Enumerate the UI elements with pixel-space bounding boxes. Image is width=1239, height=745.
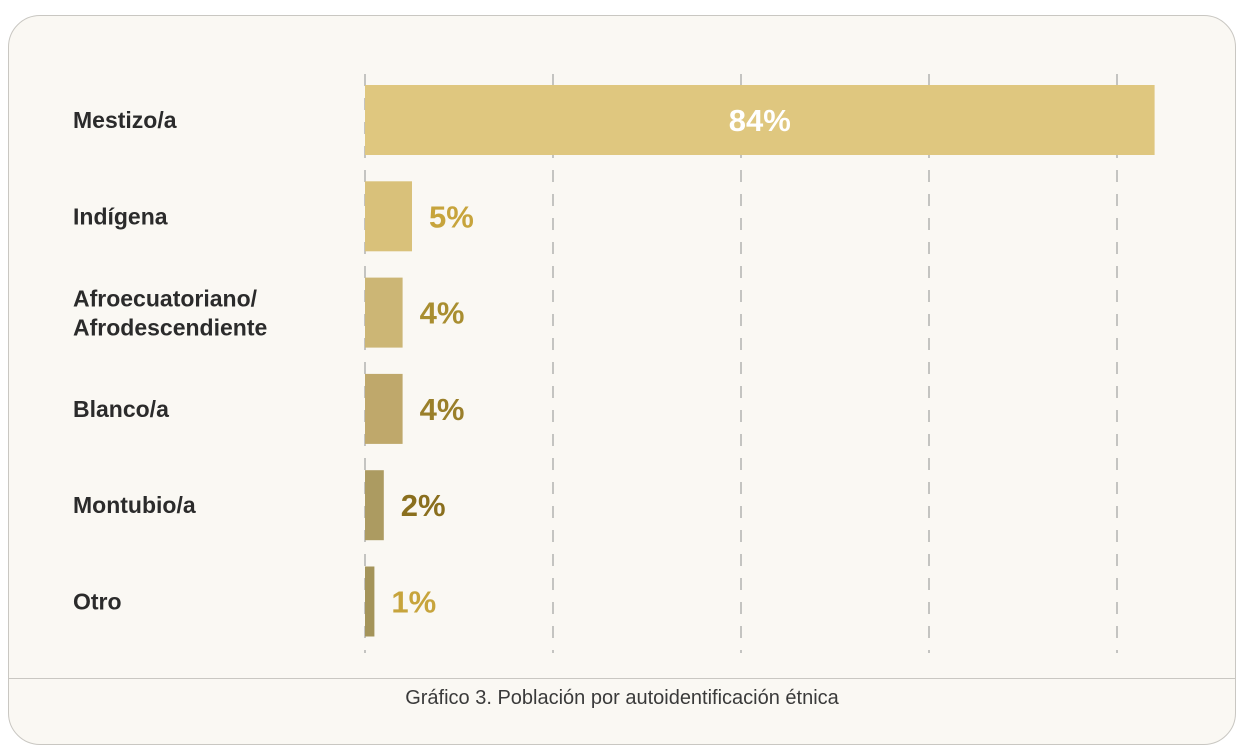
category-label-1: Indígena bbox=[73, 203, 168, 229]
bar-chart: 84% 5% 4% 4% 2% 1% Mestizo/a Indígena Afroecuat… bbox=[73, 74, 1155, 653]
caption-divider bbox=[9, 678, 1235, 679]
value-label-0: 84% bbox=[729, 103, 791, 138]
category-label-4: Montubio/a bbox=[73, 492, 196, 518]
chart-caption: Gráfico 3. Población por autoidentificac… bbox=[405, 687, 839, 709]
value-label-1: 5% bbox=[429, 199, 474, 234]
category-label-5: Otro bbox=[73, 589, 122, 615]
bar-2 bbox=[365, 277, 403, 348]
category-label-2: Afroecuatoriano/Afrodescendiente bbox=[73, 286, 267, 341]
category-label-0: Mestizo/a bbox=[73, 107, 177, 133]
bar-0 bbox=[365, 85, 1155, 155]
category-label-3: Blanco/a bbox=[73, 396, 169, 422]
bar-4 bbox=[365, 470, 384, 541]
value-label-4: 2% bbox=[401, 488, 446, 523]
chart-card: 84% 5% 4% 4% 2% 1% Mestizo/a Indígena Afroecuat… bbox=[8, 15, 1236, 745]
bar-3 bbox=[365, 373, 403, 444]
value-label-2: 4% bbox=[420, 296, 465, 331]
value-label-3: 4% bbox=[420, 392, 465, 427]
bar-1 bbox=[365, 181, 412, 252]
value-label-5: 1% bbox=[391, 585, 436, 620]
bar-5 bbox=[365, 566, 375, 637]
